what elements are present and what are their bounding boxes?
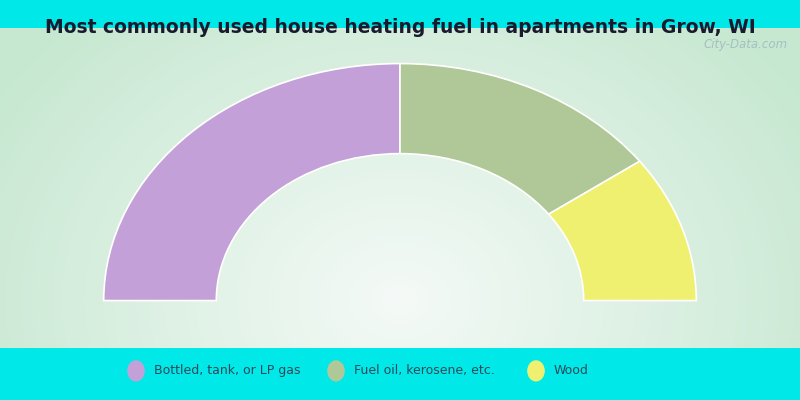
- Text: Wood: Wood: [554, 364, 589, 377]
- Text: City-Data.com: City-Data.com: [704, 38, 788, 51]
- Wedge shape: [400, 64, 640, 214]
- Ellipse shape: [127, 360, 145, 382]
- Ellipse shape: [527, 360, 545, 382]
- Text: Bottled, tank, or LP gas: Bottled, tank, or LP gas: [154, 364, 300, 377]
- Wedge shape: [104, 64, 400, 300]
- Text: Fuel oil, kerosene, etc.: Fuel oil, kerosene, etc.: [354, 364, 494, 377]
- Text: Most commonly used house heating fuel in apartments in Grow, WI: Most commonly used house heating fuel in…: [45, 18, 755, 37]
- Wedge shape: [549, 161, 696, 300]
- Ellipse shape: [327, 360, 345, 382]
